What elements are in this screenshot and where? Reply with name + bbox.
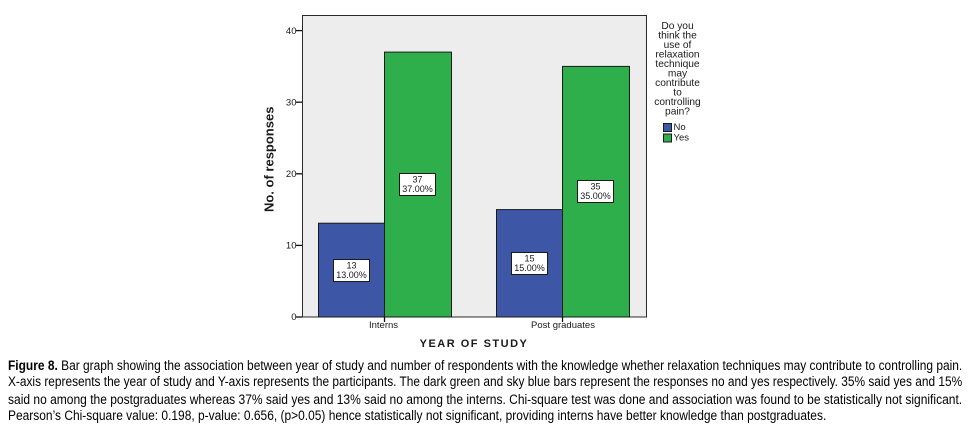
svg-text:13.00%: 13.00% — [336, 270, 367, 280]
svg-text:Yes: Yes — [674, 133, 690, 144]
svg-text:13: 13 — [346, 261, 356, 271]
svg-text:Do you: Do you — [661, 21, 693, 32]
svg-text:35: 35 — [590, 182, 600, 192]
svg-text:Interns: Interns — [369, 320, 398, 331]
svg-text:0: 0 — [291, 312, 296, 323]
svg-text:15: 15 — [524, 254, 534, 264]
svg-text:technique: technique — [655, 59, 700, 70]
svg-text:No: No — [674, 122, 686, 133]
svg-text:37: 37 — [412, 175, 422, 185]
svg-text:No. of responses: No. of responses — [262, 107, 277, 212]
svg-text:YEAR OF STUDY: YEAR OF STUDY — [420, 338, 529, 350]
svg-text:relaxation: relaxation — [655, 50, 699, 61]
svg-text:may: may — [668, 69, 688, 80]
svg-text:Post graduates: Post graduates — [531, 320, 595, 331]
svg-text:20: 20 — [286, 169, 297, 180]
svg-text:35.00%: 35.00% — [580, 191, 611, 201]
svg-text:37.00%: 37.00% — [402, 184, 433, 194]
svg-text:to: to — [673, 88, 682, 99]
svg-text:10: 10 — [286, 241, 297, 252]
svg-text:contribute: contribute — [655, 78, 700, 89]
svg-text:15.00%: 15.00% — [514, 263, 545, 273]
svg-text:controlling: controlling — [654, 97, 701, 108]
svg-text:think the: think the — [658, 31, 697, 42]
svg-text:40: 40 — [286, 26, 297, 37]
svg-text:30: 30 — [286, 97, 297, 108]
svg-text:pain?: pain? — [665, 107, 690, 118]
svg-text:use of: use of — [664, 40, 692, 51]
